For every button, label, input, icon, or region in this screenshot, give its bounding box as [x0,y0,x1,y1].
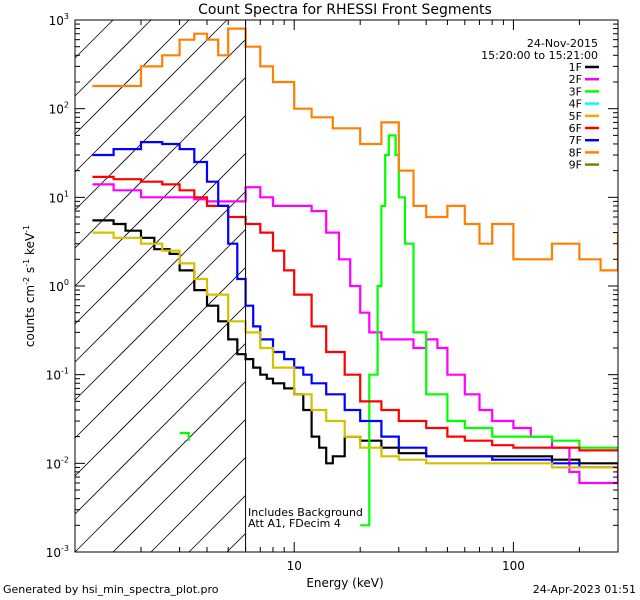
legend-label-2F: 2F [569,73,582,86]
hatch-line [74,19,228,173]
y-axis-label: counts cm-2 s-1 keV-1 [22,225,37,347]
y-tick-label: 10-2 [46,455,69,471]
hatch-line [74,305,246,477]
x-tick-label: 10 [287,559,302,573]
plot-frame [74,19,619,553]
chart-title: Count Spectra for RHESSI Front Segments [198,2,492,18]
hatch-line [74,39,246,211]
hatch-line [74,191,246,363]
hatch-line [74,229,246,401]
legend-label-7F: 7F [569,134,582,147]
legend-label-1F: 1F [569,61,582,74]
hatch-line [74,267,246,439]
legend-label-3F: 3F [569,85,582,98]
series-yellow [92,231,618,469]
series-layer [92,27,618,527]
hatch-line [150,457,246,553]
hatch-line [74,77,246,249]
series-green-low [179,431,190,441]
hatch-line [74,153,246,325]
legend-label-8F: 8F [569,146,582,159]
series-8F [92,27,618,272]
series-6F [92,175,618,452]
y-tick-label: 101 [49,189,69,205]
date-label: 24-Nov-2015 [527,37,598,50]
legend-label-4F: 4F [569,98,582,111]
hatched-region [74,19,246,553]
hatch-line [112,419,246,553]
y-tick-label: 100 [49,278,69,294]
hatch-line [74,19,114,59]
legend-label-5F: 5F [569,110,582,123]
y-tick-label: 103 [49,12,69,28]
axes: 10 100 10-3 10-2 10-1 100 101 102 103 [46,12,619,573]
hatch-line [74,19,152,97]
hatch-line [74,343,246,515]
hatch-line [74,19,190,135]
annotation-attenuator: Att A1, FDecim 4 [248,517,341,530]
footer-timestamp: 24-Apr-2023 01:51 [532,583,636,596]
series-7F [92,141,618,469]
series-2F [92,183,618,485]
footer-generator: Generated by hsi_min_spectra_plot.pro [3,583,219,596]
x-tick-label: 100 [502,559,525,573]
y-tick-label: 10-3 [46,544,69,560]
legend-label-9F: 9F [569,159,582,172]
annotation-background: Includes Background [248,506,363,519]
hatch-line [226,533,246,553]
hatch-line [188,495,246,553]
hatch-line [74,381,246,553]
hatch-line [74,115,246,287]
legend-label-6F: 6F [569,122,582,135]
time-range-label: 15:20:00 to 15:21:00 [481,49,598,62]
series-3F [360,134,618,527]
x-axis-label: Energy (keV) [306,576,383,590]
y-tick-label: 10-1 [46,367,69,383]
y-tick-label: 102 [49,101,69,117]
